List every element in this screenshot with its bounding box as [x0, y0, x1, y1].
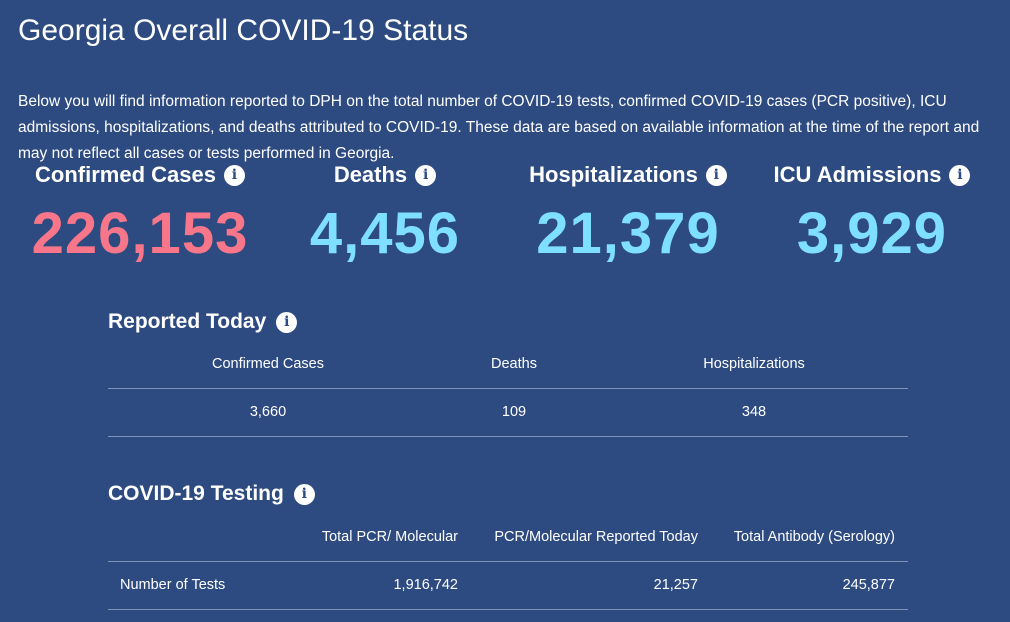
- section-title: Reported Today: [108, 310, 267, 333]
- row-label: Number of Tests: [108, 560, 308, 610]
- stat-value: 21,379: [536, 201, 720, 266]
- table-header-row: Confirmed Cases Deaths Hospitalizations: [108, 340, 908, 388]
- page-title: Georgia Overall COVID-19 Status: [18, 14, 469, 47]
- stat-label: Confirmed Cases: [35, 162, 216, 187]
- testing-heading: COVID-19 Testing i: [108, 482, 315, 506]
- info-icon[interactable]: i: [415, 164, 437, 186]
- column-header: Deaths: [491, 355, 537, 372]
- info-icon[interactable]: i: [223, 164, 245, 186]
- column-header: PCR/Molecular Reported Today: [494, 528, 698, 545]
- stat-label: Hospitalizations: [529, 162, 698, 187]
- stat-deaths: Deaths i 4,456: [255, 162, 515, 267]
- stat-value: 226,153: [31, 201, 249, 266]
- cell: 21,257: [458, 560, 698, 610]
- info-icon[interactable]: i: [705, 164, 727, 186]
- stat-label: ICU Admissions: [773, 162, 942, 187]
- section-title: COVID-19 Testing: [108, 482, 284, 505]
- cell: 245,877: [698, 560, 908, 610]
- page-description: Below you will find information reported…: [18, 93, 980, 162]
- table-row: 3,660 109 348: [108, 387, 908, 437]
- stat-icu-admissions: ICU Admissions i 3,929: [742, 162, 1002, 267]
- cell: 109: [428, 387, 600, 437]
- table-header-row: Total PCR/ Molecular PCR/Molecular Repor…: [108, 513, 908, 561]
- info-icon[interactable]: i: [949, 164, 971, 186]
- stat-hospitalizations: Hospitalizations i 21,379: [498, 162, 758, 267]
- cell: 1,916,742: [308, 560, 458, 610]
- stat-value: 3,929: [796, 201, 948, 266]
- info-icon[interactable]: i: [276, 311, 298, 333]
- cell: 348: [600, 387, 908, 437]
- column-header: Confirmed Cases: [211, 355, 324, 372]
- table-row: Number of Tests 1,916,742 21,257 245,877: [108, 560, 908, 610]
- reported-today-heading: Reported Today i: [108, 310, 298, 334]
- stat-value: 4,456: [309, 201, 461, 266]
- info-icon[interactable]: i: [293, 483, 315, 505]
- testing-table: Total PCR/ Molecular PCR/Molecular Repor…: [108, 513, 908, 610]
- stat-label: Deaths: [333, 162, 408, 187]
- column-header: Total Antibody (Serology): [733, 528, 895, 545]
- cell: 3,660: [108, 387, 428, 437]
- reported-today-table: Confirmed Cases Deaths Hospitalizations …: [108, 340, 908, 437]
- stat-confirmed-cases: Confirmed Cases i 226,153: [10, 162, 270, 267]
- column-header: Total PCR/ Molecular: [321, 528, 458, 545]
- column-header: [108, 513, 308, 561]
- column-header: Hospitalizations: [703, 355, 805, 372]
